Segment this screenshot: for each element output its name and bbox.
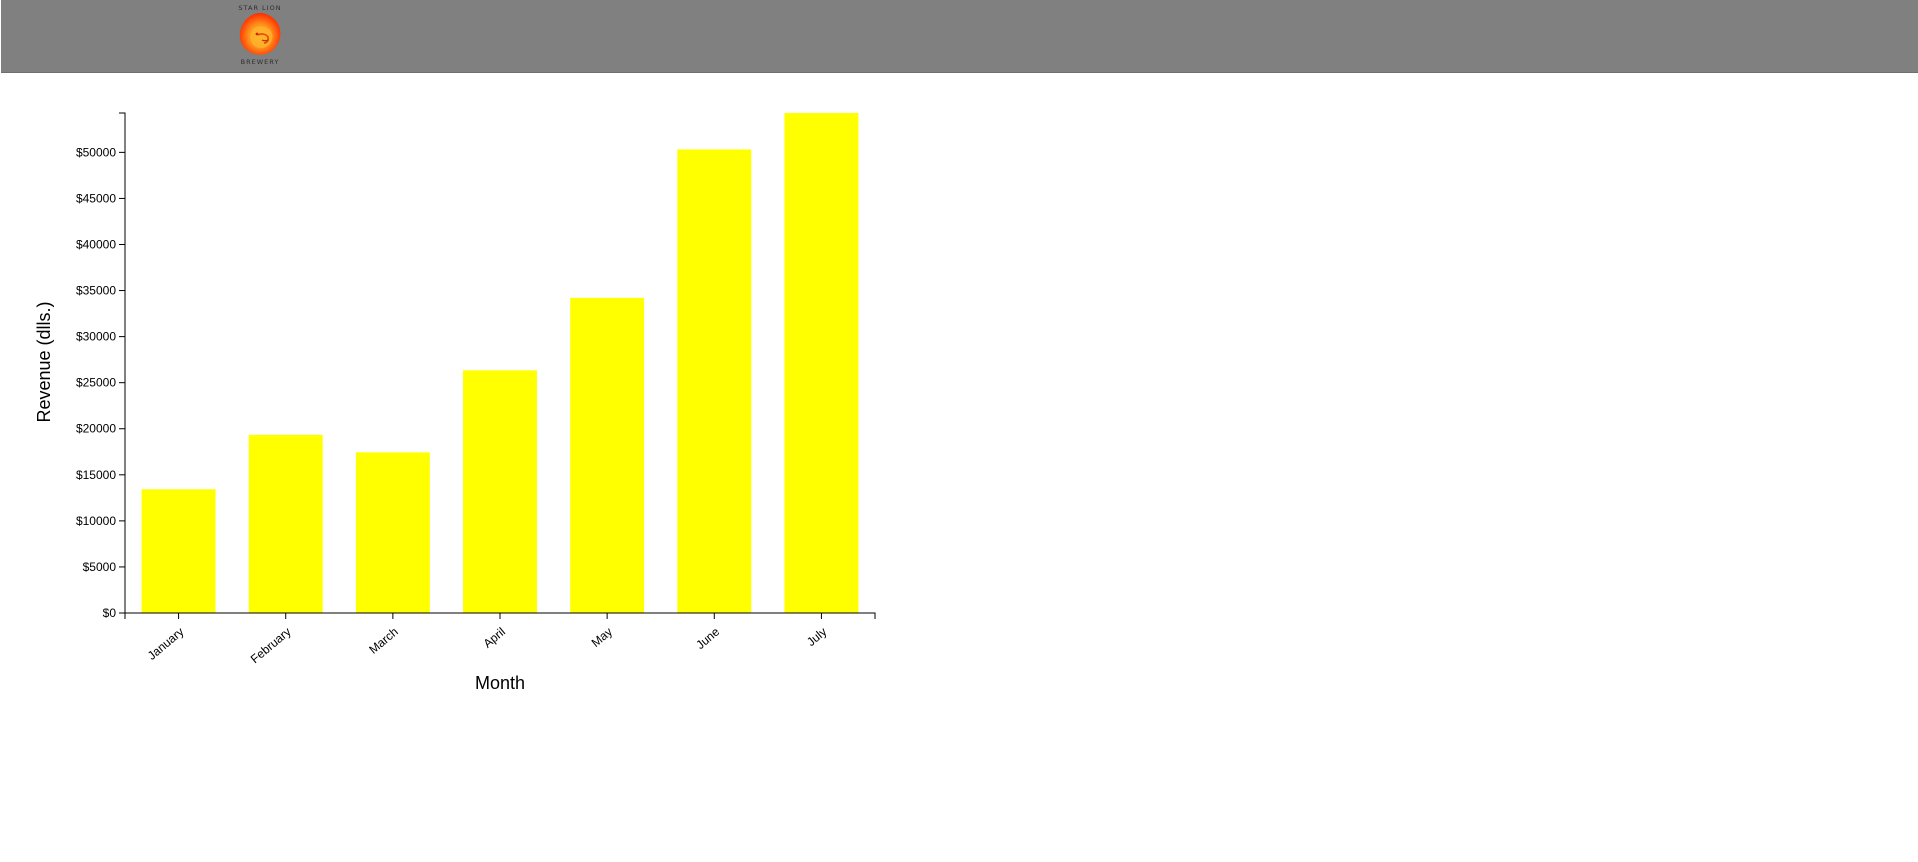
y-tick-label: $50000 [76, 145, 116, 159]
bar-april [463, 370, 537, 613]
y-tick-label: $15000 [76, 468, 116, 482]
brewery-logo[interactable]: STAR LION BREWERY [231, 2, 289, 68]
bar-january [141, 489, 216, 613]
bar-march [355, 452, 430, 613]
y-tick-label: $45000 [76, 191, 116, 205]
x-tick-label: June [693, 624, 722, 652]
x-tick-label: July [804, 625, 829, 649]
bar-june [677, 149, 752, 614]
y-axis-line [119, 112, 126, 614]
bars-group [141, 113, 859, 614]
lion-logo-icon [239, 13, 281, 55]
x-tick-label: March [366, 625, 401, 657]
y-tick-label: $20000 [76, 422, 116, 436]
logo-top-text: STAR LION [238, 4, 282, 12]
y-tick-label: $10000 [76, 514, 116, 528]
x-tick-label: February [248, 625, 294, 667]
bar-february [248, 434, 323, 613]
x-tick-label: April [481, 625, 508, 651]
y-tick-label: $40000 [76, 237, 116, 251]
y-tick-label: $25000 [76, 376, 116, 390]
bar-july [784, 113, 859, 613]
x-tick-label: January [145, 625, 187, 663]
x-axis-label: Month [475, 673, 525, 693]
bar-may [570, 297, 645, 613]
y-tick-label: $35000 [76, 284, 116, 298]
y-tick-label: $0 [103, 606, 117, 620]
x-tick-label: May [589, 625, 615, 650]
y-tick-label: $30000 [76, 330, 116, 344]
logo-bottom-text: BREWERY [240, 58, 280, 66]
y-tick-label: $5000 [83, 560, 117, 574]
y-axis: $0 $5000 $10000 $15000 $20000 $25000 $30000 $35… [76, 112, 126, 620]
y-axis-label: Revenue (dlls.) [34, 301, 54, 422]
x-axis: January February March April May June July [124, 612, 876, 667]
navbar: STAR LION BREWERY [1, 0, 1918, 73]
